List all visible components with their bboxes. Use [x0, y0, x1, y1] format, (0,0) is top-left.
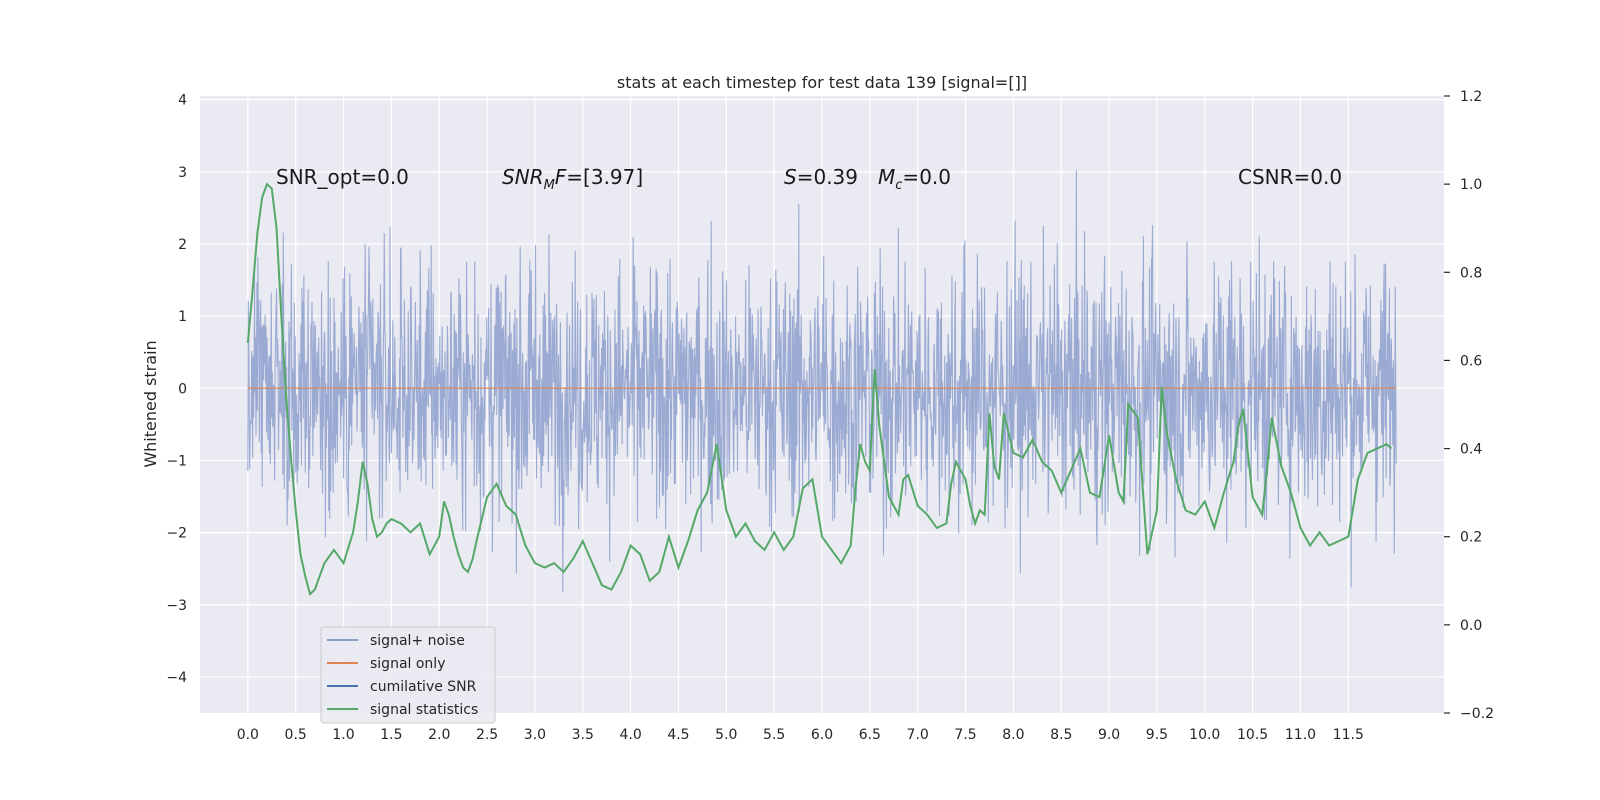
x-tick-label: 5.0 [715, 727, 737, 743]
annotation-s-value: 0.39 [813, 165, 858, 189]
annotation-s: S=0.39 [784, 165, 858, 189]
x-tick-label: 5.5 [763, 727, 785, 743]
x-tick-label: 3.5 [572, 727, 594, 743]
y2-tick-label: 0.8 [1460, 265, 1482, 281]
annotation-snr-opt-value: 0.0 [377, 165, 409, 189]
x-tick-label: 11.0 [1285, 727, 1316, 743]
y2-tick-label: 0.0 [1460, 618, 1482, 634]
annotation-snr-mf-sub: M [544, 178, 555, 193]
x-tick-label: 6.5 [859, 727, 881, 743]
legend-box [320, 626, 496, 724]
x-tick-label: 3.0 [524, 727, 546, 743]
annotation-s-suffix: = [797, 165, 814, 189]
x-tick-label: 2.0 [428, 727, 450, 743]
y2-tick-label: 0.4 [1460, 442, 1482, 458]
y2-tick-label: 0.2 [1460, 530, 1482, 546]
x-tick-label: 2.5 [476, 727, 498, 743]
annotation-snr-mf-suffix: F= [555, 165, 583, 189]
y-tick-label: −3 [166, 598, 187, 614]
y-tick-label: 2 [178, 237, 187, 253]
y-tick-label: 0 [178, 381, 187, 397]
y-tick-label: −4 [166, 670, 187, 686]
x-tick-label: 1.5 [380, 727, 402, 743]
annotation-csnr-value: 0.0 [1310, 165, 1342, 189]
annotation-mc-suffix: = [902, 165, 919, 189]
x-tick-label: 1.0 [332, 727, 354, 743]
y2-tick-label: 0.6 [1460, 353, 1482, 369]
annotation-snr-opt: SNR_opt=0.0 [276, 165, 409, 189]
x-tick-label: 4.5 [667, 727, 689, 743]
x-tick-label: 10.0 [1189, 727, 1220, 743]
y-tick-label: −2 [166, 526, 187, 542]
x-tick-label: 4.0 [619, 727, 641, 743]
legend-label-signal-only: signal only [370, 656, 445, 672]
annotation-snr-opt-prefix: SNR_opt= [276, 165, 377, 189]
x-tick-label: 8.0 [1002, 727, 1024, 743]
x-tick-label: 11.5 [1333, 727, 1364, 743]
y-tick-label: 3 [178, 165, 187, 181]
annotation-csnr-prefix: CSNR= [1238, 165, 1310, 189]
axes-layer: 0.0 0.5 1.0 1.5 2.0 2.5 3.0 3.5 4.0 4.5 5.0 5.5 6.0 6… [166, 89, 1494, 743]
y2-tick-label: 1.0 [1460, 177, 1482, 193]
annotation-mc-value: 0.0 [919, 165, 951, 189]
y2-tick-label: 1.2 [1460, 89, 1482, 105]
annotation-csnr: CSNR=0.0 [1238, 165, 1342, 189]
x-tick-label: 8.5 [1050, 727, 1072, 743]
annotation-snr-mf-value: [3.97] [583, 165, 643, 189]
annotation-mc-sub: c [895, 178, 902, 193]
annotation-mc-prefix: M [878, 165, 895, 189]
x-tick-label: 7.0 [907, 727, 929, 743]
annotation-s-prefix: S [784, 165, 797, 189]
annotation-mc: Mc=0.0 [878, 165, 951, 193]
x-tick-label: 7.5 [954, 727, 976, 743]
legend-label-signal-statistics: signal statistics [370, 702, 478, 718]
x-tick-label: 0.0 [237, 727, 259, 743]
x-tick-label: 0.5 [285, 727, 307, 743]
y-tick-label: −1 [166, 453, 187, 469]
legend: signal+ noise signal only cumilative SNR… [320, 626, 496, 724]
series-signal-noise [247, 169, 1397, 593]
x-tick-label: 6.0 [811, 727, 833, 743]
y2-tick-label: −0.2 [1460, 706, 1494, 722]
chart-title: stats at each timestep for test data 139… [617, 73, 1027, 92]
series-signal-statistics [246, 182, 1393, 596]
x-tick-label: 9.0 [1098, 727, 1120, 743]
series-layer [246, 169, 1397, 596]
legend-label-cumulative-snr: cumilative SNR [370, 679, 477, 695]
x-tick-label: 9.5 [1146, 727, 1168, 743]
annotation-snr-mf-prefix: SNR [502, 165, 544, 189]
x-tick-label: 10.5 [1237, 727, 1268, 743]
y-tick-label: 1 [178, 309, 187, 325]
legend-label-signal-noise: signal+ noise [370, 633, 465, 649]
annotation-snr-mf: SNRMF=[3.97] [502, 165, 643, 193]
y-tick-label: 4 [178, 93, 187, 109]
y-axis-label: Whitened strain [141, 340, 160, 467]
